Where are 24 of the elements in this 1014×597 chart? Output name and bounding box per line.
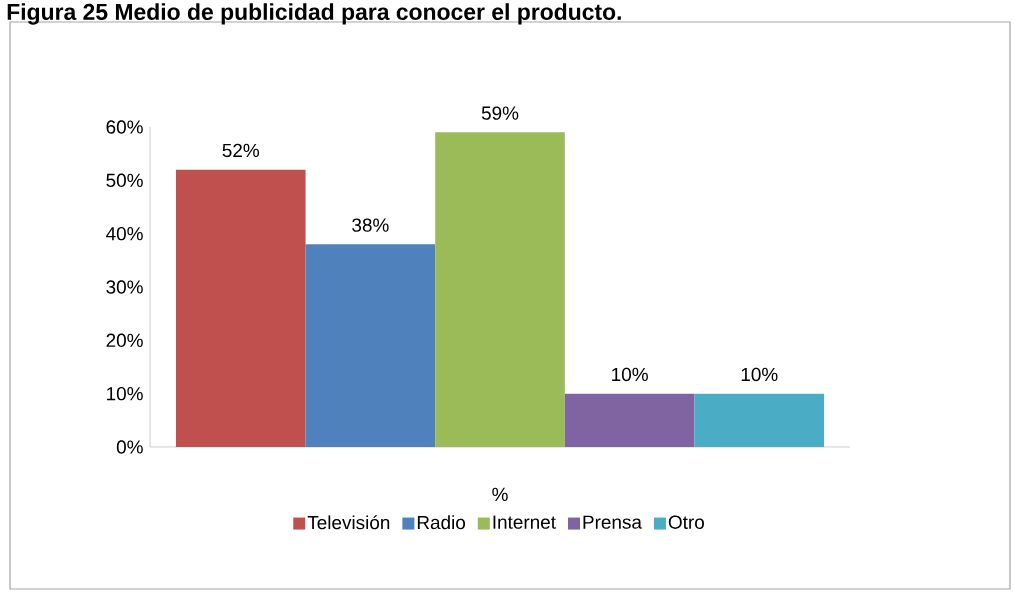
legend-label: Otro xyxy=(668,515,704,529)
bar xyxy=(564,393,695,447)
y-tick-label: 50% xyxy=(106,173,143,188)
data-label: 10% xyxy=(612,367,648,382)
bar xyxy=(435,132,565,447)
bar xyxy=(694,393,825,447)
y-tick-label: 40% xyxy=(106,226,143,241)
legend-label: Prensa xyxy=(583,515,642,529)
data-label: 38% xyxy=(352,218,389,232)
x-tick-label: % xyxy=(492,487,508,501)
bar xyxy=(175,169,306,447)
legend-label: Internet xyxy=(493,515,556,529)
y-tick-label: 60% xyxy=(106,120,143,134)
chart-title: Figura 25 Medio de publicidad para conocer el producto. xyxy=(7,3,621,25)
data-label: 10% xyxy=(741,367,778,382)
legend-label: Televisión xyxy=(307,515,390,530)
data-label: 59% xyxy=(481,106,519,120)
bar xyxy=(305,244,436,447)
y-tick-label: 20% xyxy=(106,333,143,348)
legend-label: Radio xyxy=(417,515,466,530)
y-tick-label: 10% xyxy=(107,386,143,401)
y-tick-label: 0% xyxy=(116,440,143,454)
data-label: 52% xyxy=(222,143,260,158)
y-tick-label: 30% xyxy=(106,280,143,294)
